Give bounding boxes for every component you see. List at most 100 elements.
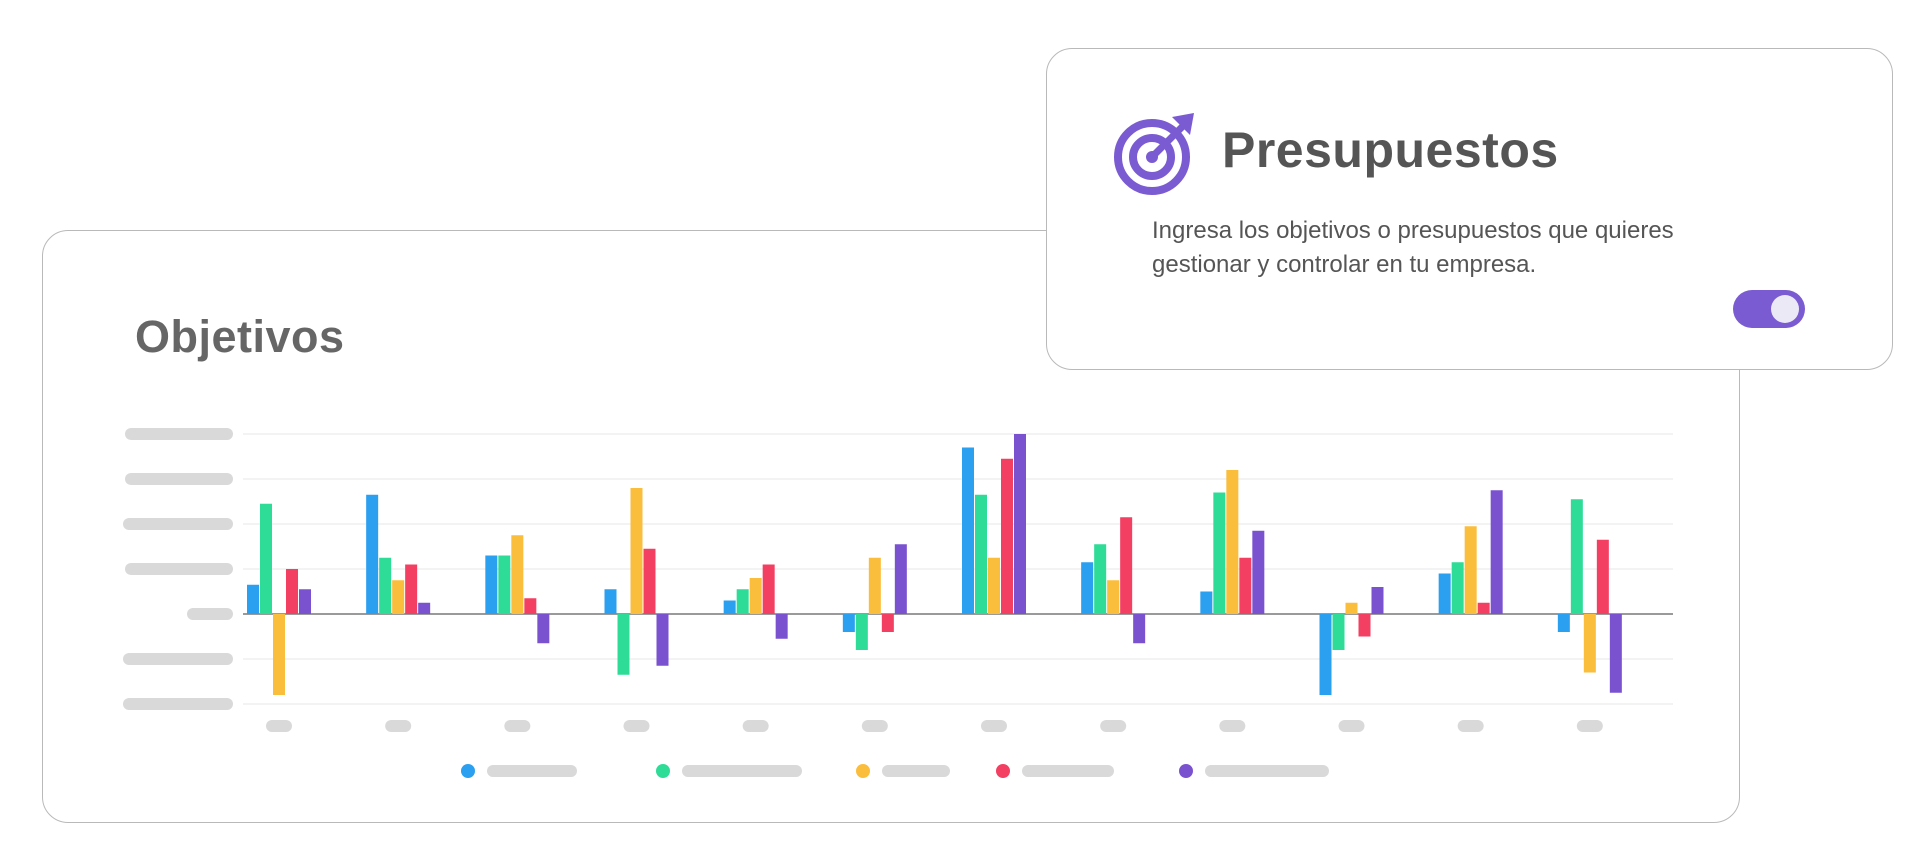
legend-label-placeholder: [487, 765, 577, 777]
bar: [405, 564, 418, 614]
x-tick-label-placeholder: [1576, 720, 1603, 732]
bar: [273, 614, 285, 695]
bar: [1001, 458, 1013, 614]
bar: [1094, 544, 1107, 614]
legend-label-placeholder: [1205, 765, 1329, 777]
budget-description: Ingresa los objetivos o presupuestos que…: [1152, 217, 1674, 278]
bar: [418, 602, 431, 614]
bar: [630, 488, 643, 614]
bar: [511, 535, 524, 614]
bar: [988, 557, 1000, 614]
x-tick-label-placeholder: [385, 720, 412, 732]
bar: [485, 555, 498, 614]
bar: [498, 555, 511, 614]
bar: [392, 580, 405, 614]
bar: [1490, 490, 1503, 614]
bar: [1226, 470, 1239, 614]
bar: [736, 589, 749, 614]
x-tick-label-placeholder: [1219, 720, 1246, 732]
bar: [1332, 614, 1345, 650]
bar: [855, 614, 868, 650]
bar: [260, 503, 272, 614]
bar: [247, 584, 259, 614]
bar: [762, 564, 775, 614]
bar: [1609, 614, 1622, 693]
bar: [537, 614, 550, 644]
toggle-knob: [1771, 295, 1799, 323]
x-tick-label-placeholder: [504, 720, 531, 732]
budgets-card: Presupuestos Ingresa los objetivos o pre…: [1046, 48, 1893, 370]
bar: [1358, 614, 1371, 637]
bar: [1570, 499, 1583, 614]
bar: [1239, 557, 1252, 614]
bar: [1596, 539, 1609, 614]
bar: [1438, 573, 1451, 614]
bar: [775, 614, 788, 639]
bar: [975, 494, 987, 614]
objectives-bar-chart: [123, 428, 1673, 778]
bar: [1014, 434, 1026, 614]
chart-legend: [461, 764, 1329, 778]
y-tick-label-placeholder: [123, 698, 233, 710]
bar: [868, 557, 881, 614]
target-arrow-icon: [1114, 113, 1194, 195]
bar: [1107, 580, 1120, 614]
bar: [1133, 614, 1146, 644]
y-tick-label-placeholder: [125, 473, 233, 485]
bar: [1464, 526, 1477, 614]
y-axis-tick-placeholders: [123, 428, 233, 710]
bar: [1120, 517, 1133, 614]
legend-marker: [856, 764, 870, 778]
chart-title: Objetivos: [135, 311, 345, 362]
bar: [643, 548, 656, 614]
bar: [881, 614, 894, 632]
y-tick-label-placeholder: [187, 608, 233, 620]
y-tick-label-placeholder: [123, 653, 233, 665]
x-tick-label-placeholder: [1457, 720, 1484, 732]
bar: [894, 544, 907, 614]
bar: [299, 589, 311, 614]
bar: [1319, 614, 1332, 695]
x-tick-label-placeholder: [1338, 720, 1365, 732]
bar: [366, 494, 379, 614]
y-tick-label-placeholder: [123, 518, 233, 530]
bar: [1081, 562, 1094, 614]
x-tick-label-placeholder: [861, 720, 888, 732]
x-tick-label-placeholder: [1100, 720, 1127, 732]
legend-label-placeholder: [882, 765, 950, 777]
bar: [749, 578, 762, 614]
legend-label-placeholder: [1022, 765, 1114, 777]
x-axis-tick-placeholders: [266, 720, 1603, 732]
chart-gridlines: [243, 433, 1673, 705]
budget-title: Presupuestos: [1222, 122, 1559, 178]
bar: [723, 600, 736, 614]
bar: [1451, 562, 1464, 614]
legend-label-placeholder: [682, 765, 802, 777]
legend-marker: [461, 764, 475, 778]
bar: [379, 557, 392, 614]
bar: [286, 569, 298, 614]
bar: [842, 614, 855, 632]
bar: [1200, 591, 1213, 614]
bar: [656, 614, 669, 666]
legend-marker: [1179, 764, 1193, 778]
bar: [604, 589, 617, 614]
bar: [962, 447, 974, 614]
bar: [1371, 587, 1384, 614]
bar: [617, 614, 630, 675]
bar: [1557, 614, 1570, 632]
x-tick-label-placeholder: [742, 720, 769, 732]
y-tick-label-placeholder: [125, 428, 233, 440]
bar: [1477, 602, 1490, 614]
chart-bars: [247, 434, 1622, 695]
x-tick-label-placeholder: [266, 720, 292, 732]
bar: [1252, 530, 1265, 614]
y-tick-label-placeholder: [125, 563, 233, 575]
bar: [1583, 614, 1596, 673]
legend-marker: [996, 764, 1010, 778]
bar: [524, 598, 537, 614]
budget-toggle[interactable]: [1733, 290, 1805, 328]
bar: [1345, 602, 1358, 614]
x-tick-label-placeholder: [623, 720, 650, 732]
legend-marker: [656, 764, 670, 778]
